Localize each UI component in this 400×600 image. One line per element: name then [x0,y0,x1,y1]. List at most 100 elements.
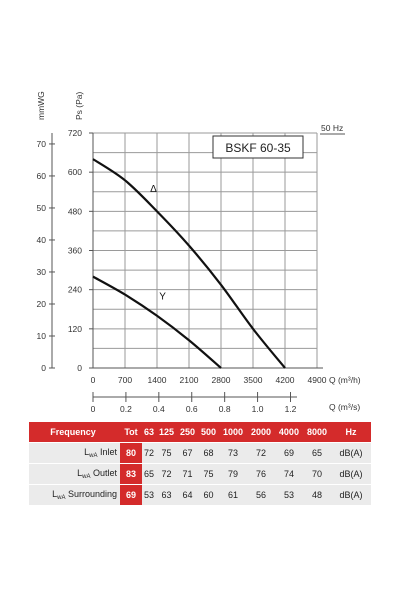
mmwg-tick-label: 40 [37,235,47,245]
x-tick-label-m3h: 0 [91,375,96,385]
unit-cell: dB(A) [331,442,371,464]
pa-tick-label: 120 [68,324,82,334]
model-title-box [212,135,304,159]
curves [92,158,286,369]
value-cell: 72 [246,442,275,464]
row-label-symbol: L [77,468,83,478]
value-cell: 63 [155,484,177,505]
value-cell: 79 [218,463,247,485]
mmwg-axis-title: mmWG [36,91,46,120]
table-header-cell: 1000 [218,422,247,443]
x-tick-label-m3h: 4900 [308,375,327,385]
table-header-cell: 2000 [246,422,275,443]
row-label-text: Outlet [90,468,117,478]
value-cell: 65 [142,463,156,485]
row-label-subscript: wA [89,453,98,459]
table-header-cell: 8000 [302,422,331,443]
curve-delta [92,158,286,369]
table-header-cell: 63 [142,422,156,443]
row-label-text: Surrounding [65,489,117,499]
unit-cell: dB(A) [331,463,371,485]
curve-label: Y [159,291,166,302]
value-cell: 72 [155,463,177,485]
value-cell: 69 [274,442,303,464]
total-cell: 69 [120,484,142,505]
value-cell: 75 [197,463,219,485]
row-label: LwA Inlet [29,442,120,464]
table-header-cell: 500 [197,422,219,443]
row-label-subscript: wA [82,474,91,480]
table-header-cell: 250 [176,422,198,443]
value-cell: 56 [246,484,275,505]
unit-cell: dB(A) [331,484,371,505]
axes [49,132,323,402]
total-cell: 80 [120,442,142,464]
row-label-symbol: L [52,489,58,499]
value-cell: 74 [274,463,303,485]
table-header-row: Frequency Tot 63 125 250 500 1000 2000 4000 8000 H… [29,422,371,443]
mmwg-tick-label: 20 [37,299,47,309]
sound-power-table: Frequency Tot 63 125 250 500 1000 2000 4000 8000 H… [29,422,371,505]
table-row: LwA Inlet 80 72 75 67 68 73 72 69 65 dB(A) [29,442,371,464]
value-cell: 67 [176,442,198,464]
value-cell: 68 [197,442,219,464]
curve-label: Δ [150,184,157,195]
mmwg-tick-label: 50 [37,203,47,213]
total-cell: 83 [120,463,142,485]
value-cell: 70 [302,463,331,485]
model-title: BSKF 60-35 [225,141,291,155]
value-cell: 53 [274,484,303,505]
value-cell: 71 [176,463,198,485]
mmwg-tick-label: 60 [37,171,47,181]
pa-tick-label: 240 [68,285,82,295]
mmwg-tick-label: 0 [41,363,46,373]
x-tick-label-m3h: 700 [118,375,132,385]
x-tick-label-m3s: 0.2 [120,404,132,414]
curve-y [92,275,222,369]
mmwg-tick-label: 70 [37,139,47,149]
table-header-cell: Frequency [29,422,120,443]
x-tick-label-m3s: 0.6 [186,404,198,414]
value-cell: 64 [176,484,198,505]
table-header-cell: 4000 [274,422,303,443]
row-label: LwA Outlet [29,463,120,485]
value-cell: 61 [218,484,247,505]
x-tick-label-m3h: 4200 [276,375,295,385]
pa-tick-label: 720 [68,128,82,138]
x-axis-title-m3s: Q (m³/s) [329,402,360,412]
fan-curve-chart: 720 600 480 360 240 120 0 70 60 50 40 30 20 10 0 mmWG Ps… [36,91,361,414]
mmwg-tick-label: 30 [37,267,47,277]
grid [93,132,318,368]
pa-tick-label: 360 [68,246,82,256]
mmwg-tick-label: 10 [37,331,47,341]
row-label-subscript: wA [57,495,66,501]
row-label-text: Inlet [97,447,117,457]
table-row: LwA Surrounding 69 53 63 64 60 61 56 53 48 dB(A) [29,484,371,505]
table-header-cell: 125 [155,422,177,443]
x-tick-label-m3s: 1.0 [252,404,264,414]
value-cell: 65 [302,442,331,464]
table-row: LwA Outlet 83 65 72 71 75 79 76 74 70 dB(A) [29,463,371,485]
value-cell: 53 [142,484,156,505]
x-tick-label-m3s: 0.8 [219,404,231,414]
x-tick-label-m3h: 3500 [244,375,263,385]
pa-tick-label: 0 [77,363,82,373]
x-axis-title-m3h: Q (m³/h) [329,375,361,385]
x-tick-label-m3h: 2800 [212,375,231,385]
row-label-symbol: L [84,447,90,457]
pa-axis-title: Ps (Pa) [74,91,84,120]
value-cell: 72 [142,442,156,464]
value-cell: 73 [218,442,247,464]
x-tick-label-m3s: 1.2 [285,404,297,414]
table-header-cell: Tot [120,422,142,443]
pa-tick-label: 480 [68,206,82,216]
labels: 720 600 480 360 240 120 0 70 60 50 40 30 20 10 0 mmWG Ps… [36,91,361,414]
table-header-cell: Hz [331,422,371,443]
value-cell: 60 [197,484,219,505]
row-label: LwA Surrounding [29,484,120,505]
x-tick-label-m3s: 0 [91,404,96,414]
x-tick-label-m3h: 2100 [180,375,199,385]
x-tick-label-m3h: 1400 [148,375,167,385]
frequency-label: 50 Hz [321,123,343,133]
